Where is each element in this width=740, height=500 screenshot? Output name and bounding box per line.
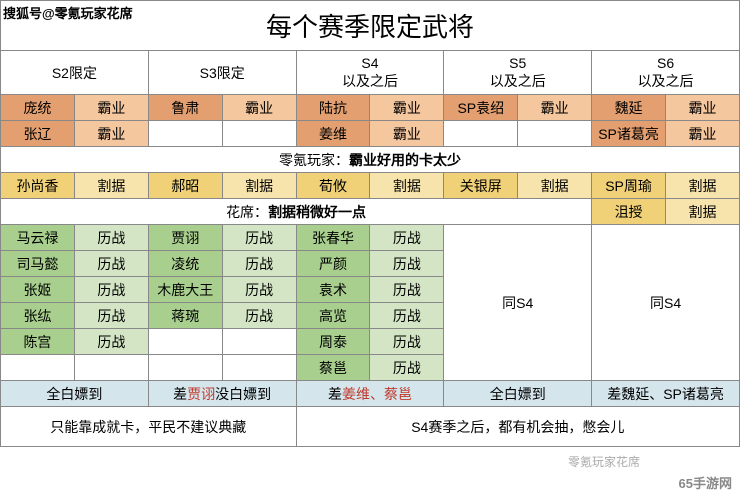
- cell: 马云禄: [1, 225, 75, 251]
- cell: 历战: [370, 277, 444, 303]
- summary-s4: 差姜维、蔡邕: [296, 381, 444, 407]
- row-advice: 只能靠成就卡，平民不建议典藏 S4赛季之后，都有机会抽，憋会儿: [1, 407, 740, 447]
- watermark-bottom-right: 65手游网: [679, 473, 732, 492]
- cell: 陆抗: [296, 95, 370, 121]
- cell: 割据: [74, 173, 148, 199]
- advice-right: S4赛季之后，都有机会抽，憋会儿: [296, 407, 739, 447]
- cell: 贾诩: [148, 225, 222, 251]
- cell: 姜维: [296, 121, 370, 147]
- row-geju-1: 孙尚香 割据 郝昭 割据 荀攸 割据 关银屏 割据 SP周瑜 割据: [1, 173, 740, 199]
- header-s5: S5以及之后: [444, 51, 592, 95]
- watermark-wechat: 零氪玩家花席: [568, 453, 640, 470]
- watermark-top-left: 搜狐号@零氪玩家花席: [3, 3, 133, 22]
- cell: 张春华: [296, 225, 370, 251]
- cell: 霸业: [370, 95, 444, 121]
- cell: 霸业: [666, 121, 740, 147]
- cell: 蒋琬: [148, 303, 222, 329]
- cell: 魏延: [592, 95, 666, 121]
- row-baye-1: 庞统 霸业 鲁肃 霸业 陆抗 霸业 SP袁绍 霸业 魏延 霸业: [1, 95, 740, 121]
- cell: SP诸葛亮: [592, 121, 666, 147]
- cell: 张姬: [1, 277, 75, 303]
- cell: SP周瑜: [592, 173, 666, 199]
- cell: 割据: [666, 199, 740, 225]
- cell: 司马懿: [1, 251, 75, 277]
- cell: 孙尚香: [1, 173, 75, 199]
- header-s2: S2限定: [1, 51, 149, 95]
- cell-empty: [148, 355, 222, 381]
- cell: 割据: [370, 173, 444, 199]
- cell: 霸业: [518, 95, 592, 121]
- cell: SP袁绍: [444, 95, 518, 121]
- cell: 周泰: [296, 329, 370, 355]
- cell: 霸业: [222, 95, 296, 121]
- cell: 历战: [222, 225, 296, 251]
- summary-s3: 差贾诩没白嫖到: [148, 381, 296, 407]
- cell: 历战: [222, 251, 296, 277]
- cell-same-s4: 同S4: [592, 225, 740, 381]
- note-1: 零氪玩家：霸业好用的卡太少: [1, 147, 740, 173]
- cell: 陈宫: [1, 329, 75, 355]
- row-lizhan-1: 马云禄 历战 贾诩 历战 张春华 历战 同S4 同S4: [1, 225, 740, 251]
- cell: 霸业: [666, 95, 740, 121]
- cell: 割据: [222, 173, 296, 199]
- cell: 历战: [370, 225, 444, 251]
- cell: 历战: [370, 329, 444, 355]
- cell: 历战: [370, 303, 444, 329]
- cell-empty: [222, 355, 296, 381]
- cell: 历战: [370, 355, 444, 381]
- cell-empty: [148, 121, 222, 147]
- cell-empty: [148, 329, 222, 355]
- summary-s6: 差魏延、SP诸葛亮: [592, 381, 740, 407]
- cell: 袁术: [296, 277, 370, 303]
- cell: 高览: [296, 303, 370, 329]
- cell: 荀攸: [296, 173, 370, 199]
- cell-empty: [1, 355, 75, 381]
- cell: 严颜: [296, 251, 370, 277]
- cell: 张纮: [1, 303, 75, 329]
- cell: 庞统: [1, 95, 75, 121]
- cell: 霸业: [370, 121, 444, 147]
- cell: 凌统: [148, 251, 222, 277]
- cell: 历战: [222, 277, 296, 303]
- header-row: S2限定 S3限定 S4以及之后 S5以及之后 S6以及之后: [1, 51, 740, 95]
- cell: 割据: [666, 173, 740, 199]
- cell: 历战: [370, 251, 444, 277]
- main-table: S2限定 S3限定 S4以及之后 S5以及之后 S6以及之后 庞统 霸业 鲁肃 …: [0, 50, 740, 447]
- note-row-2: 花席：割据稍微好一点 沮授 割据: [1, 199, 740, 225]
- cell: 木鹿大王: [148, 277, 222, 303]
- note-2: 花席：割据稍微好一点: [1, 199, 592, 225]
- cell: 割据: [518, 173, 592, 199]
- cell-empty: [518, 121, 592, 147]
- cell: 蔡邕: [296, 355, 370, 381]
- cell: 郝昭: [148, 173, 222, 199]
- cell-empty: [222, 121, 296, 147]
- row-summary: 全白嫖到 差贾诩没白嫖到 差姜维、蔡邕 全白嫖到 差魏延、SP诸葛亮: [1, 381, 740, 407]
- cell: 霸业: [74, 121, 148, 147]
- row-baye-2: 张辽 霸业 姜维 霸业 SP诸葛亮 霸业: [1, 121, 740, 147]
- header-s6: S6以及之后: [592, 51, 740, 95]
- cell-empty: [222, 329, 296, 355]
- cell: 历战: [74, 251, 148, 277]
- cell-empty: [74, 355, 148, 381]
- cell-same-s4: 同S4: [444, 225, 592, 381]
- cell: 历战: [222, 303, 296, 329]
- cell: 霸业: [74, 95, 148, 121]
- header-s4: S4以及之后: [296, 51, 444, 95]
- cell: 关银屏: [444, 173, 518, 199]
- summary-s2: 全白嫖到: [1, 381, 149, 407]
- cell: 鲁肃: [148, 95, 222, 121]
- summary-s5: 全白嫖到: [444, 381, 592, 407]
- advice-left: 只能靠成就卡，平民不建议典藏: [1, 407, 297, 447]
- header-s3: S3限定: [148, 51, 296, 95]
- cell: 沮授: [592, 199, 666, 225]
- cell: 历战: [74, 329, 148, 355]
- note-row-1: 零氪玩家：霸业好用的卡太少: [1, 147, 740, 173]
- cell: 历战: [74, 277, 148, 303]
- cell-empty: [444, 121, 518, 147]
- cell: 历战: [74, 225, 148, 251]
- cell: 历战: [74, 303, 148, 329]
- cell: 张辽: [1, 121, 75, 147]
